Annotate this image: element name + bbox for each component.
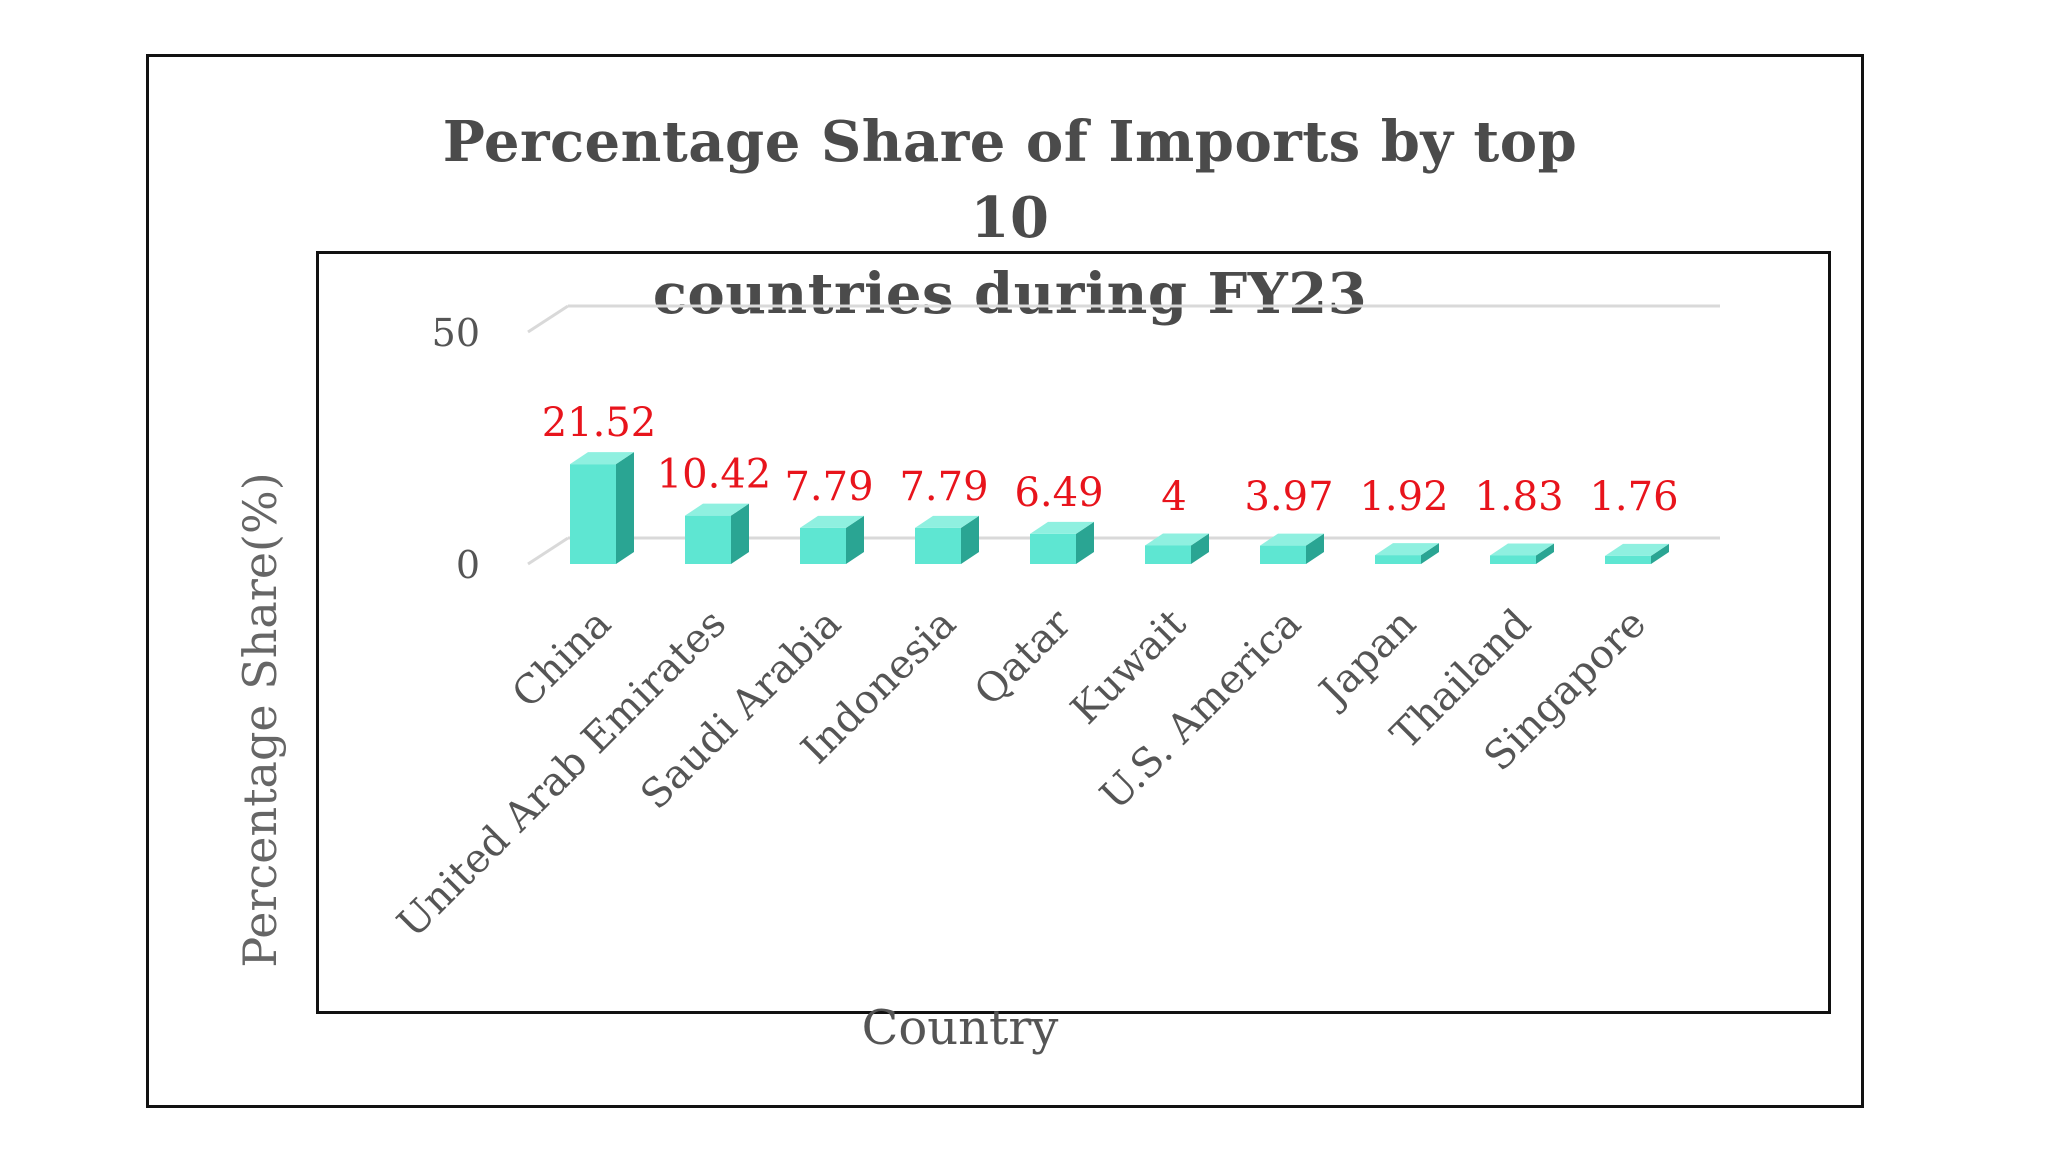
x-tick-label: U.S. America: [1092, 601, 1310, 819]
data-label: 10.42: [657, 452, 772, 498]
gridline-diagonal: [527, 536, 569, 566]
bar-top: [915, 515, 979, 528]
data-label: 1.83: [1474, 474, 1563, 520]
bar-front: [1260, 545, 1306, 564]
bar-front: [570, 464, 616, 564]
bar-side: [1076, 521, 1094, 564]
gridline-zero: [527, 536, 1720, 566]
data-label: 4: [1161, 474, 1186, 520]
bar-3: [915, 515, 979, 564]
bar-top: [1145, 533, 1209, 546]
bar-top: [1030, 521, 1094, 534]
data-label: 7.79: [784, 464, 873, 510]
bar-side: [1191, 533, 1209, 564]
bar-top: [685, 503, 749, 516]
x-axis-title: Country: [861, 1000, 1059, 1056]
bar-side: [1536, 543, 1554, 564]
gridlines: [527, 304, 1720, 566]
data-label: 7.79: [899, 464, 988, 510]
bar-front: [1030, 533, 1076, 564]
x-tick-label: Saudi Arabia: [632, 601, 850, 819]
bar-front: [685, 515, 731, 564]
bar-side: [961, 515, 979, 564]
bar-front: [1605, 555, 1651, 564]
bar-1: [685, 503, 749, 564]
y-tick-label: 0: [456, 543, 480, 587]
bar-0: [570, 452, 634, 564]
bar-top: [1260, 533, 1324, 546]
bar-4: [1030, 521, 1094, 564]
data-label: 6.49: [1014, 470, 1103, 516]
gridline-top: [527, 304, 1720, 334]
bar-front: [915, 527, 961, 564]
data-label: 1.92: [1359, 474, 1448, 520]
gridline-diagonal: [527, 304, 569, 334]
bar-9: [1605, 543, 1669, 564]
bar-front: [800, 527, 846, 564]
bar-6: [1260, 533, 1324, 564]
bar-front: [1145, 545, 1191, 564]
y-axis-title: Percentage Share(%): [233, 472, 287, 967]
chart-title: Percentage Share of Imports by top 10 co…: [400, 104, 1620, 332]
bar-top: [570, 452, 634, 465]
bar-side: [616, 452, 634, 564]
bar-front: [1375, 555, 1421, 564]
bar-top: [800, 515, 864, 528]
outer-frame: [146, 54, 1864, 1108]
data-label: 21.52: [542, 400, 657, 446]
bar-top: [1605, 543, 1669, 556]
bar-7: [1375, 543, 1439, 564]
bar-5: [1145, 533, 1209, 564]
bar-side: [846, 515, 864, 564]
bar-top: [1490, 543, 1554, 556]
y-tick-label: 50: [432, 311, 480, 355]
bars: [570, 452, 1669, 564]
y-tick-labels: 0 50: [432, 311, 480, 587]
bar-front: [1490, 555, 1536, 564]
bar-side: [1421, 543, 1439, 564]
data-label: 1.76: [1589, 474, 1678, 520]
data-label: 3.97: [1244, 474, 1333, 520]
x-tick-label: Qatar: [966, 600, 1081, 715]
bar-8: [1490, 543, 1554, 564]
chart-title-line-2: countries during FY23: [652, 261, 1368, 327]
plot-frame: [316, 251, 1831, 1014]
bar-side: [1651, 543, 1669, 564]
bar-side: [1306, 533, 1324, 564]
bar-2: [800, 515, 864, 564]
chart-title-line-1: Percentage Share of Imports by top 10: [442, 109, 1578, 251]
bar-side: [731, 503, 749, 564]
bar-top: [1375, 543, 1439, 556]
